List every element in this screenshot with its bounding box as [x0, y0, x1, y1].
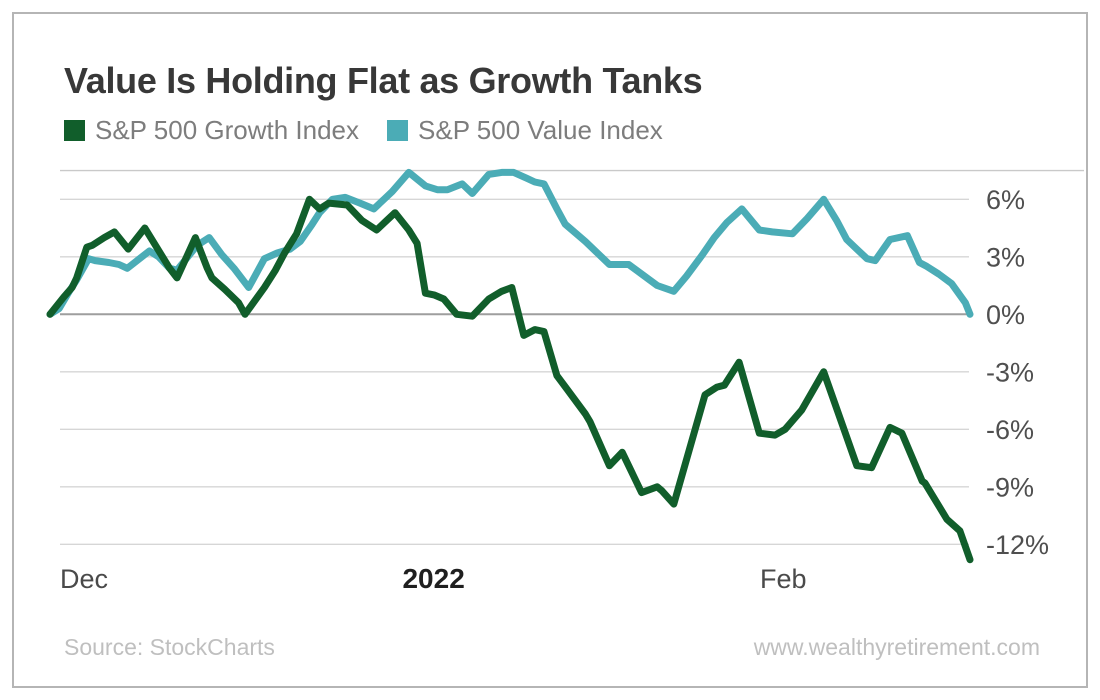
x-tick-label: Dec [60, 564, 108, 594]
footer: Source: StockCharts www.wealthyretiremen… [14, 634, 1086, 661]
y-tick-label: -3% [986, 357, 1034, 387]
growth-index-line [46, 195, 974, 564]
legend-label-growth: S&P 500 Growth Index [95, 115, 360, 145]
source-credit: Source: StockCharts [64, 634, 275, 660]
website-credit: www.wealthyretirement.com [753, 634, 1040, 660]
legend: S&P 500 Growth Index S&P 500 Value Index [64, 115, 663, 146]
axis-labels: 6% 3% 0% -3% -6% -9% -12% Dec 2022 Feb [60, 185, 1049, 594]
y-tick-label: 0% [986, 300, 1025, 330]
legend-item-value: S&P 500 Value Index [387, 115, 663, 146]
gridlines [60, 169, 1084, 546]
chart-area: 6% 3% 0% -3% -6% -9% -12% Dec 2022 Feb [46, 168, 1084, 594]
chart-title: Value Is Holding Flat as Growth Tanks [64, 60, 703, 101]
y-tick-label: 6% [986, 185, 1025, 215]
growth-swatch-icon [64, 120, 85, 141]
x-tick-label: 2022 [402, 563, 464, 594]
legend-label-value: S&P 500 Value Index [418, 115, 663, 145]
y-tick-label: -12% [986, 530, 1049, 560]
y-tick-label: -6% [986, 415, 1034, 445]
legend-item-growth: S&P 500 Growth Index [64, 115, 359, 146]
value-swatch-icon [387, 120, 409, 141]
y-tick-label: 3% [986, 242, 1025, 272]
y-tick-label: -9% [986, 472, 1034, 502]
chart-card: 6% 3% 0% -3% -6% -9% -12% Dec 2022 Feb Value Is H… [12, 12, 1088, 688]
x-tick-label: Feb [760, 564, 807, 594]
